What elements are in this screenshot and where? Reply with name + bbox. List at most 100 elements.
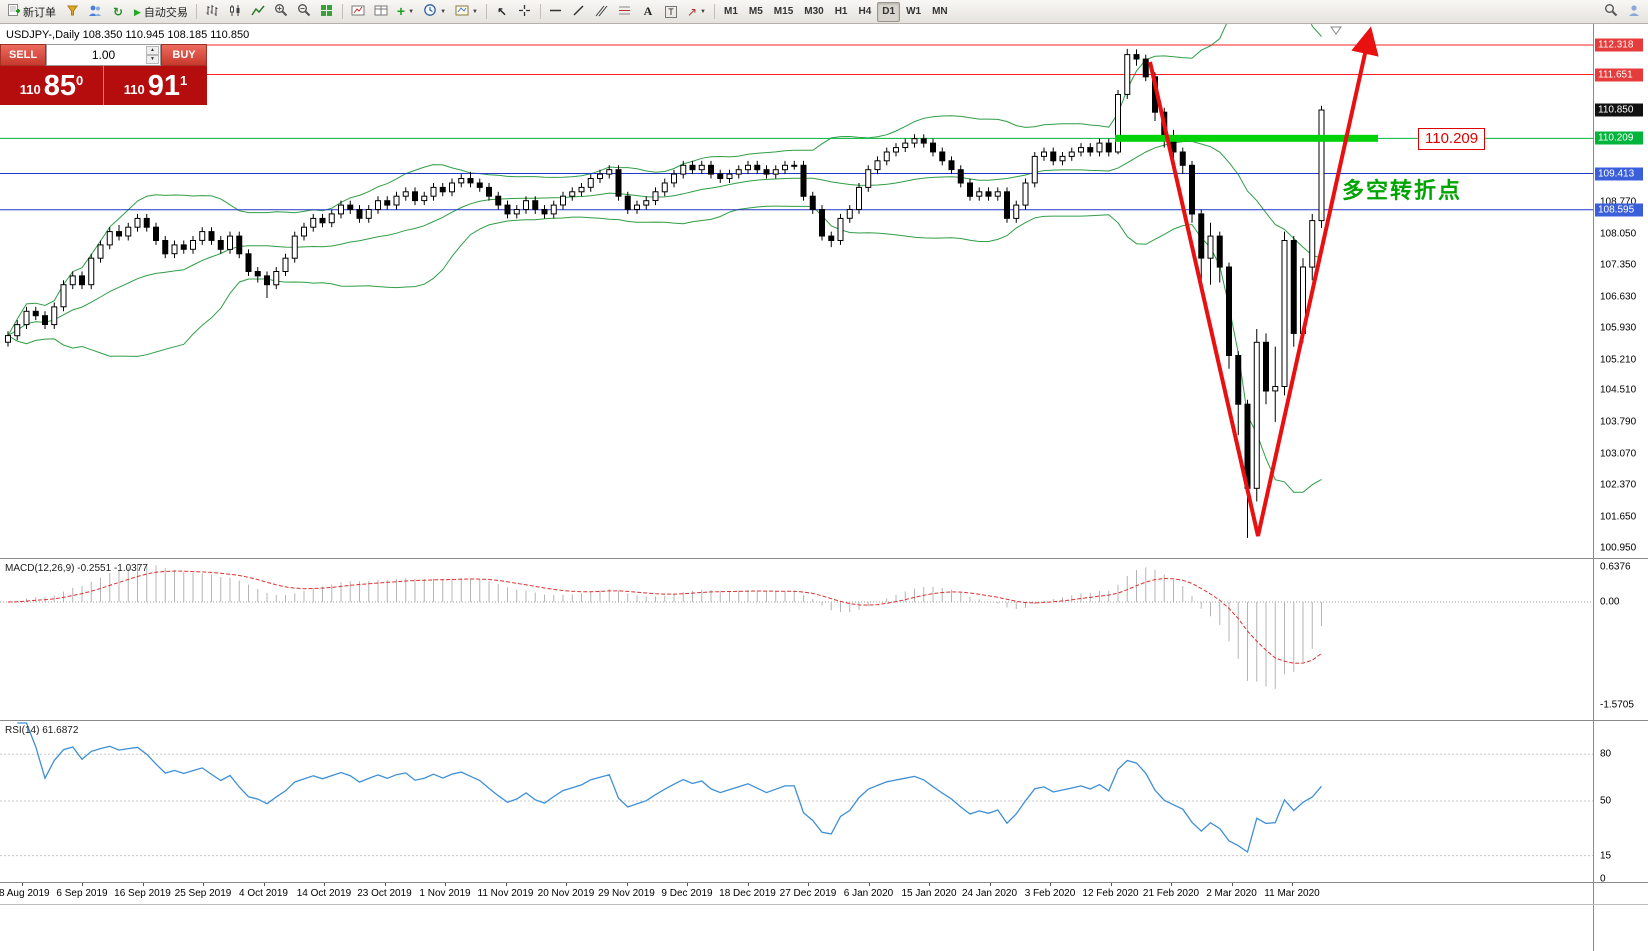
timeframe-button-mn[interactable]: MN bbox=[932, 6, 948, 17]
new-order-label: 新订单 bbox=[23, 6, 56, 19]
sell-price[interactable]: 110 85 0 bbox=[0, 66, 103, 105]
timeframe-button-h1[interactable]: H1 bbox=[834, 6, 848, 17]
macd-axis-min: -1.5705 bbox=[1600, 699, 1634, 711]
tile-windows-button[interactable] bbox=[316, 2, 338, 22]
auto-trading-label: 自动交易 bbox=[143, 6, 188, 19]
date-axis-label: 23 Oct 2019 bbox=[357, 888, 412, 899]
price-axis-label: 110.209 bbox=[1595, 131, 1643, 145]
crosshair-tool-button[interactable] bbox=[514, 2, 536, 22]
zoom-out-icon bbox=[297, 3, 311, 20]
date-tick bbox=[505, 883, 507, 886]
date-axis-label: 3 Feb 2020 bbox=[1024, 888, 1076, 899]
macd-label: MACD(12,26,9) -0.2551 -1.0377 bbox=[5, 563, 148, 574]
buy-price[interactable]: 110 91 1 bbox=[103, 66, 207, 105]
templates-icon bbox=[455, 4, 469, 20]
bar-chart-icon bbox=[205, 4, 219, 20]
date-axis-label: 6 Sep 2019 bbox=[56, 888, 108, 899]
candlestick-chart-button[interactable] bbox=[224, 2, 246, 22]
add-indicator-button[interactable]: + ▼ bbox=[393, 2, 418, 22]
panel-separator[interactable] bbox=[0, 720, 1648, 721]
accounts-button[interactable] bbox=[84, 2, 106, 22]
price-axis-label: 103.790 bbox=[1600, 416, 1637, 428]
date-axis-label: 20 Nov 2019 bbox=[537, 888, 595, 899]
date-axis-label: 14 Oct 2019 bbox=[296, 888, 352, 899]
timeframe-button-w1[interactable]: W1 bbox=[906, 6, 922, 17]
chevron-down-icon: ▼ bbox=[700, 8, 706, 15]
chevron-down-icon: ▼ bbox=[440, 8, 447, 15]
trendline-icon bbox=[572, 4, 585, 20]
new-order-icon bbox=[7, 3, 20, 20]
timeframe-button-m1[interactable]: M1 bbox=[723, 6, 738, 17]
timeframe-button-h4[interactable]: H4 bbox=[858, 6, 872, 17]
community-icon bbox=[1627, 4, 1641, 20]
new-order-button[interactable]: 新订单 bbox=[3, 2, 60, 22]
timeframe-button-d1[interactable]: D1 bbox=[877, 1, 901, 22]
date-tick bbox=[566, 883, 567, 886]
chevron-down-icon: ▼ bbox=[408, 8, 415, 15]
data-window-button[interactable] bbox=[370, 2, 392, 22]
bar-chart-button[interactable] bbox=[201, 2, 223, 22]
panel-separator[interactable] bbox=[0, 558, 1648, 559]
zoom-in-button[interactable] bbox=[270, 2, 292, 22]
label-tool[interactable]: T bbox=[660, 2, 682, 22]
buy-button[interactable]: BUY bbox=[161, 44, 207, 66]
zoom-out-button[interactable] bbox=[293, 2, 315, 22]
timeframe-button-m15[interactable]: M15 bbox=[773, 6, 794, 17]
date-tick bbox=[1231, 883, 1233, 886]
chart-title: USDJPY-,Daily 108.350 110.945 108.185 11… bbox=[6, 29, 250, 41]
fibonacci-tool[interactable] bbox=[614, 2, 636, 22]
price-chart[interactable] bbox=[0, 24, 1593, 558]
search-button[interactable] bbox=[1600, 2, 1622, 22]
price-axis-label: 112.318 bbox=[1595, 38, 1643, 52]
arrows-tool[interactable]: ↗ ▼ bbox=[683, 2, 710, 22]
templates-button[interactable]: ▼ bbox=[451, 2, 482, 22]
community-button[interactable] bbox=[1623, 2, 1645, 22]
date-axis-label: 25 Sep 2019 bbox=[174, 888, 232, 899]
volume-field[interactable]: 1.00 ▲ ▼ bbox=[46, 44, 161, 66]
zoom-in-icon bbox=[274, 3, 288, 20]
channel-tool[interactable] bbox=[591, 2, 613, 22]
accounts-icon bbox=[88, 4, 102, 20]
timeframe-button-m30[interactable]: M30 bbox=[804, 6, 824, 17]
date-tick bbox=[1171, 883, 1172, 886]
crosshair-icon bbox=[518, 4, 531, 20]
volume-up-button[interactable]: ▲ bbox=[146, 46, 159, 55]
date-tick bbox=[626, 883, 628, 886]
timeframe-button-m5[interactable]: M5 bbox=[748, 6, 763, 17]
price-axis-label: 105.930 bbox=[1600, 322, 1637, 334]
date-tick bbox=[384, 883, 386, 886]
horizontal-line-tool[interactable] bbox=[545, 2, 567, 22]
text-tool[interactable]: A bbox=[637, 2, 659, 22]
sell-button[interactable]: SELL bbox=[0, 44, 46, 66]
line-chart-button[interactable] bbox=[247, 2, 269, 22]
price-axis-label: 101.650 bbox=[1600, 511, 1637, 523]
date-axis-label: 29 Nov 2019 bbox=[598, 888, 655, 899]
arrange-windows-button[interactable] bbox=[347, 2, 369, 22]
sell-price-sup: 0 bbox=[76, 73, 84, 88]
one-click-trading-widget: SELL 1.00 ▲ ▼ BUY 110 85 0 110 91 1 bbox=[0, 44, 207, 105]
price-axis[interactable]: 112.318 111.651 110.850 110.209 109.413 108.7… bbox=[1593, 24, 1648, 951]
funnel-button[interactable] bbox=[61, 2, 83, 22]
support-price-label[interactable]: 110.209 bbox=[1418, 128, 1486, 150]
chart-window: USDJPY-,Daily 108.350 110.945 108.185 11… bbox=[0, 24, 1648, 951]
date-tick bbox=[21, 883, 23, 886]
toolbar-separator bbox=[485, 4, 487, 19]
cursor-tool-button[interactable]: ↖ bbox=[491, 2, 513, 22]
add-indicator-icon: + bbox=[396, 3, 406, 19]
refresh-button[interactable]: ↻ bbox=[107, 2, 129, 22]
date-tick bbox=[445, 883, 446, 886]
toolbar-separator bbox=[341, 4, 343, 19]
price-axis-label: 110.850 bbox=[1595, 103, 1643, 117]
arrow-shape-icon: ↗ bbox=[686, 4, 698, 19]
turning-point-text[interactable]: 多空转折点 bbox=[1342, 178, 1463, 203]
volume-down-button[interactable]: ▼ bbox=[146, 55, 159, 64]
rsi-panel[interactable] bbox=[0, 721, 1593, 882]
periods-button[interactable]: ▼ bbox=[419, 2, 450, 22]
macd-panel[interactable] bbox=[0, 559, 1593, 720]
trendline-tool[interactable] bbox=[568, 2, 590, 22]
buy-price-sup: 1 bbox=[180, 73, 188, 88]
auto-trading-toggle[interactable]: ▶ 自动交易 bbox=[130, 2, 192, 22]
price-axis-label: 103.070 bbox=[1600, 448, 1637, 460]
text-icon: A bbox=[643, 4, 653, 18]
